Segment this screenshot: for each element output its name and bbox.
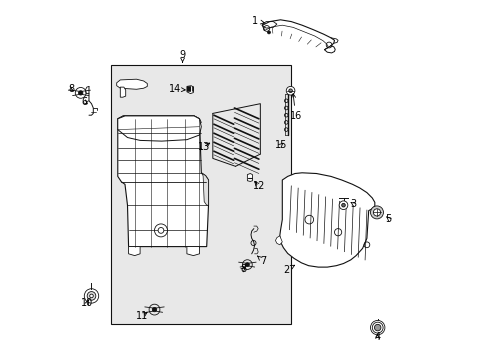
Polygon shape — [120, 87, 125, 97]
Circle shape — [89, 294, 93, 298]
Text: 10: 10 — [81, 298, 93, 308]
Text: 16: 16 — [289, 94, 301, 121]
Circle shape — [158, 228, 163, 233]
Polygon shape — [118, 116, 208, 247]
Polygon shape — [118, 116, 201, 125]
Circle shape — [87, 292, 96, 300]
Text: 14: 14 — [169, 84, 185, 94]
Circle shape — [370, 206, 383, 219]
Text: 13: 13 — [198, 141, 210, 152]
Text: 15: 15 — [274, 140, 286, 150]
Text: 7: 7 — [257, 256, 266, 266]
Circle shape — [285, 86, 294, 95]
Text: 11: 11 — [136, 311, 148, 321]
Bar — [111, 65, 291, 324]
Polygon shape — [279, 173, 374, 267]
Circle shape — [152, 307, 156, 312]
Circle shape — [267, 31, 270, 34]
Polygon shape — [247, 174, 252, 181]
Circle shape — [245, 263, 249, 266]
Circle shape — [84, 289, 99, 303]
Text: 4: 4 — [374, 332, 380, 342]
Text: 8: 8 — [240, 264, 246, 274]
Polygon shape — [261, 22, 276, 28]
Circle shape — [373, 209, 380, 216]
Circle shape — [374, 324, 380, 331]
Circle shape — [288, 89, 292, 93]
Circle shape — [341, 203, 345, 207]
Polygon shape — [118, 116, 201, 141]
Text: 9: 9 — [179, 50, 185, 63]
Text: 12: 12 — [252, 181, 264, 192]
Circle shape — [79, 91, 82, 95]
Text: 8: 8 — [68, 84, 74, 94]
Polygon shape — [275, 236, 282, 245]
Circle shape — [339, 201, 347, 210]
Text: 3: 3 — [350, 199, 356, 209]
Text: 5: 5 — [385, 213, 391, 224]
Polygon shape — [201, 173, 208, 205]
Polygon shape — [186, 86, 193, 94]
Polygon shape — [117, 79, 147, 89]
Text: 2: 2 — [282, 265, 294, 275]
Polygon shape — [128, 247, 140, 256]
Text: 6: 6 — [81, 96, 87, 107]
Circle shape — [370, 320, 384, 335]
Text: 1: 1 — [251, 16, 264, 26]
Polygon shape — [186, 247, 199, 256]
